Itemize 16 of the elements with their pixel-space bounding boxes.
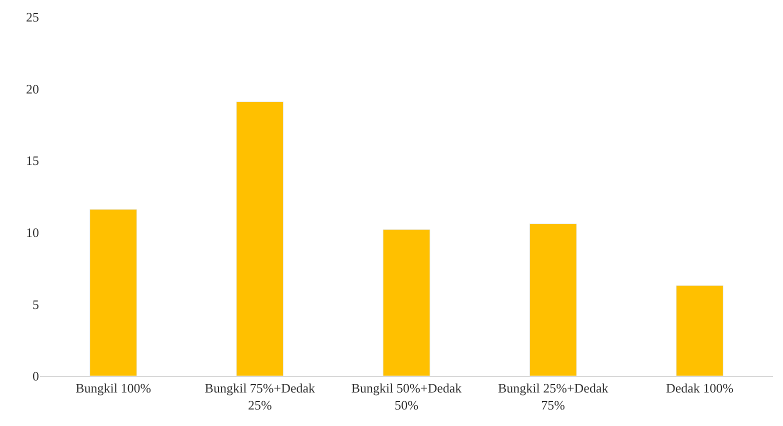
y-tick-label: 25 (26, 10, 39, 25)
bar (90, 209, 138, 376)
y-tick-label: 15 (26, 153, 39, 168)
y-tick-label: 20 (26, 81, 39, 96)
x-tick-label: Bungkil 75%+Dedak 25% (204, 380, 316, 412)
bar (382, 229, 430, 376)
y-tick-label: 10 (26, 224, 39, 240)
x-tick-label: Bungkil 100% (76, 380, 152, 396)
bar (676, 285, 724, 376)
x-tick-label: Bungkil 25%+Dedak 75% (498, 380, 609, 412)
y-tick-label: 0 (32, 368, 39, 384)
y-tick-label: 5 (32, 296, 39, 312)
bar (529, 224, 577, 376)
bar (236, 101, 284, 376)
x-tick-label: Bungkil 50%+Dedak 50% (351, 380, 462, 412)
x-tick-label: Dedak 100% (666, 380, 734, 396)
